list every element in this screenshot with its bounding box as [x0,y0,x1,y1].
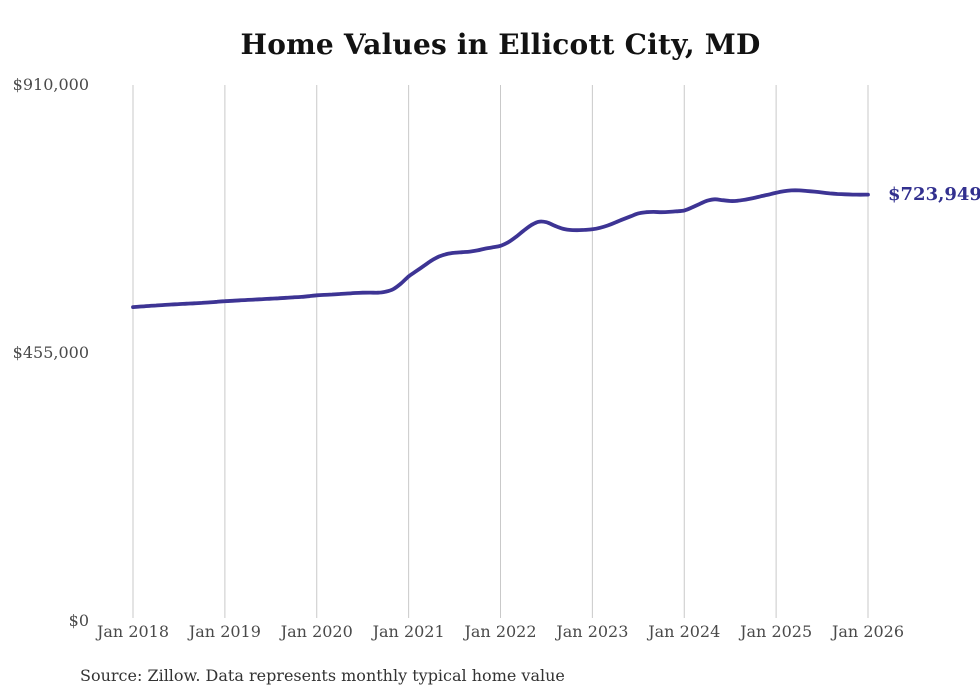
current-value-label: $723,949 [888,183,980,205]
x-axis-tick-label: Jan 2026 [831,622,905,641]
y-axis-tick-label: $910,000 [12,75,89,94]
x-axis-tick-label: Jan 2019 [188,622,261,641]
vertical-gridlines [132,85,869,618]
x-axis-tick-label: Jan 2018 [96,622,170,641]
home-value-line [131,188,870,309]
x-axis-tick-label: Jan 2023 [556,622,629,641]
x-axis-tick-label: Jan 2025 [740,622,813,641]
x-axis-tick-label: Jan 2022 [464,622,537,641]
x-axis-tick-label: Jan 2024 [648,622,721,641]
x-axis-tick-label: Jan 2021 [372,622,445,641]
x-axis-tick-label: Jan 2020 [280,622,353,641]
chart-title: Home Values in Ellicott City, MD [240,28,761,61]
y-axis-tick-label: $455,000 [12,343,89,362]
y-axis-tick-label: $0 [68,611,89,630]
source-note: Source: Zillow. Data represents monthly … [80,666,565,685]
